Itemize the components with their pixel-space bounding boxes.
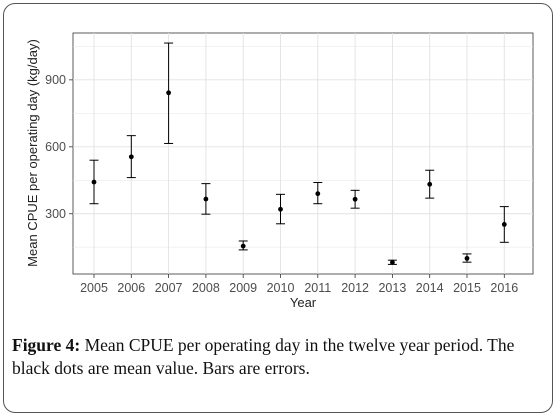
x-tick-label: 2007 xyxy=(155,281,183,295)
y-tick-label: 900 xyxy=(45,73,66,87)
y-axis-title: Mean CPUE per operating day (kg/day) xyxy=(25,39,40,267)
mean-point xyxy=(464,255,470,261)
x-tick-label: 2009 xyxy=(229,281,257,295)
caption-label: Figure 4: xyxy=(12,335,81,355)
figure-caption: Figure 4: Mean CPUE per operating day in… xyxy=(12,334,544,380)
x-tick-label: 2012 xyxy=(341,281,369,295)
caption-text: Mean CPUE per operating day in the twelv… xyxy=(12,335,515,378)
mean-point xyxy=(166,90,172,96)
x-tick-label: 2006 xyxy=(117,281,145,295)
x-tick-label: 2014 xyxy=(416,281,444,295)
x-tick-label: 2013 xyxy=(378,281,406,295)
mean-point xyxy=(352,196,358,202)
mean-point xyxy=(427,181,433,187)
grid-layer xyxy=(73,33,533,274)
x-tick-label: 2005 xyxy=(80,281,108,295)
mean-point xyxy=(203,196,209,202)
mean-point xyxy=(278,206,283,212)
x-tick-label: 2015 xyxy=(453,281,481,295)
data-layer xyxy=(89,42,509,265)
x-axis-title: Year xyxy=(290,295,317,310)
mean-point xyxy=(128,154,134,160)
x-tick-label: 2016 xyxy=(490,281,518,295)
y-tick-label: 600 xyxy=(45,140,66,154)
mean-point xyxy=(91,179,97,185)
x-tick-label: 2011 xyxy=(304,281,331,295)
mean-point xyxy=(240,243,246,249)
x-tick-label: 2010 xyxy=(267,281,295,295)
plot-panel xyxy=(72,32,534,275)
mean-point xyxy=(390,259,395,265)
y-axis: 300 600 900 xyxy=(45,73,73,221)
mean-point xyxy=(501,222,507,227)
mean-point xyxy=(315,191,321,197)
y-tick-label: 300 xyxy=(45,207,66,221)
x-axis: 2005 2006 2007 2008 2009 2010 2011 2012 2013 2014… xyxy=(80,274,518,295)
x-tick-label: 2008 xyxy=(192,281,220,295)
